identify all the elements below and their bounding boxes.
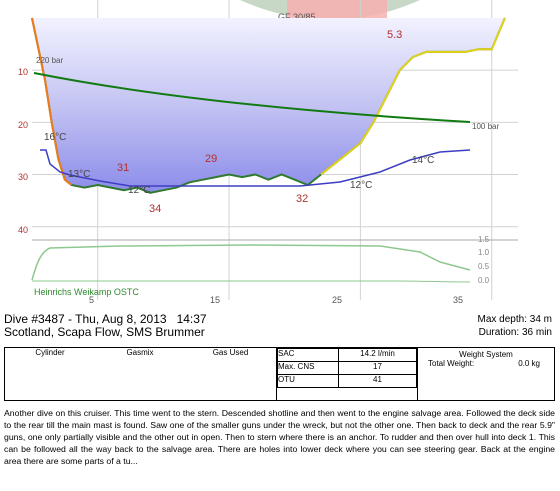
weight-value: 0.0 kg: [518, 359, 540, 368]
depth-marker-label: 29: [205, 153, 217, 165]
weight-panel: Weight System Total Weight: 0.0 kg: [417, 347, 555, 401]
y-tick-label: 30: [18, 172, 28, 182]
max-depth: Max depth: 34 m: [477, 314, 552, 325]
dive-title-text: Dive #3487 - Thu, Aug 8, 2013: [4, 312, 167, 326]
y-tick-label: 10: [18, 67, 28, 77]
temperature-label: 12°C: [128, 185, 150, 196]
dive-notes: Another dive on this cruiser. This time …: [4, 408, 555, 466]
lower-axis-tick: 1.0: [478, 248, 490, 257]
depth-marker-label: 5.3: [387, 29, 402, 41]
stats-panel: SAC 14.2 l/min Max. CNS 17 OTU 41: [276, 347, 418, 401]
temperature-label: 16°C: [44, 132, 66, 143]
otu-label: OTU: [277, 374, 339, 388]
sac-label: SAC: [277, 348, 339, 362]
ppo2-line: [31, 244, 471, 281]
cylinder-panel: Cylinder Gasmix Gas Used: [4, 347, 277, 401]
temperature-line: [40, 149, 471, 187]
lower-axis-tick: 0.0: [478, 276, 490, 285]
depth-marker-label: 31: [117, 162, 129, 174]
pressure-end-label: 100 bar: [472, 122, 499, 131]
dive-profile-chart: GF 30/85 220 bar 100 bar 16°C 13°C 12°C …: [18, 0, 518, 305]
temperature-label: 12°C: [350, 180, 372, 191]
temperature-label: 14°C: [412, 155, 434, 166]
dive-location: Scotland, Scapa Flow, SMS Brummer: [4, 325, 205, 339]
cns-value: 17: [338, 361, 417, 375]
sac-value: 14.2 l/min: [338, 348, 417, 362]
ppn2-line: [32, 280, 471, 283]
depth-marker-label: 32: [296, 193, 308, 205]
y-tick-label: 20: [18, 120, 28, 130]
dive-info-table: Cylinder Gasmix Gas Used SAC 14.2 l/min …: [4, 347, 555, 401]
x-tick-label: 5: [89, 295, 94, 305]
dive-title: Dive #3487 - Thu, Aug 8, 2013 14:37: [4, 312, 207, 326]
cns-label: Max. CNS: [277, 361, 339, 375]
gf-label: GF 30/85: [278, 12, 316, 22]
cylinder-header: Cylinder: [35, 348, 65, 357]
gasmix-header: Gasmix: [126, 348, 154, 357]
gas-used-header: Gas Used: [212, 348, 249, 357]
lower-axis-tick: 0.5: [478, 262, 490, 271]
weight-label: Total Weight:: [428, 359, 475, 368]
duration: Duration: 36 min: [478, 327, 552, 338]
otu-value: 41: [338, 374, 417, 388]
cylinder-pressure-line: [33, 72, 471, 123]
dive-time: 14:37: [176, 312, 207, 326]
x-tick-label: 15: [210, 295, 220, 305]
y-tick-label: 40: [18, 225, 28, 235]
depth-marker-label: 34: [149, 203, 161, 215]
pressure-start-label: 220 bar: [36, 56, 63, 65]
lower-axis-tick: 1.5: [478, 235, 490, 244]
ascent-rate-line: [320, 17, 506, 176]
dive-computer-label: Heinrichs Weikamp OSTC: [34, 287, 139, 297]
x-tick-label: 25: [332, 295, 342, 305]
temperature-label: 13°C: [68, 169, 90, 180]
x-tick-label: 35: [453, 295, 463, 305]
weight-title: Weight System: [459, 350, 513, 359]
descent-rate-line: [31, 17, 73, 186]
